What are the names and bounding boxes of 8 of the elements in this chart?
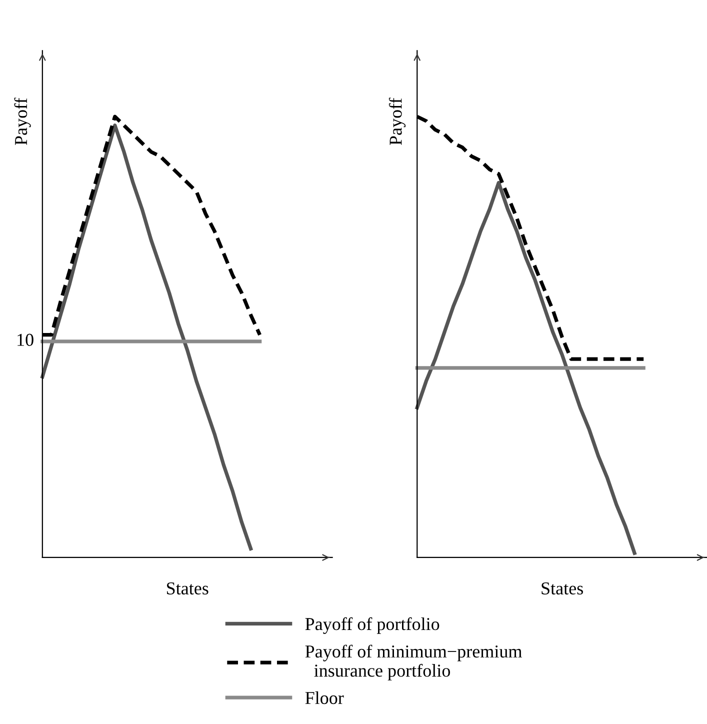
legend-label: Floor	[305, 691, 344, 704]
legend-label: Payoff of portfolio	[305, 617, 440, 634]
y-axis-title: Payoff	[14, 98, 31, 146]
x-axis-title: States	[542, 582, 583, 594]
text: 10	[18, 334, 34, 346]
legend-label: Payoff of minimum−premium insurance portfolio	[305, 644, 522, 680]
x-axis-title: States	[166, 582, 208, 594]
y-axis-title: Payoff	[388, 98, 406, 146]
